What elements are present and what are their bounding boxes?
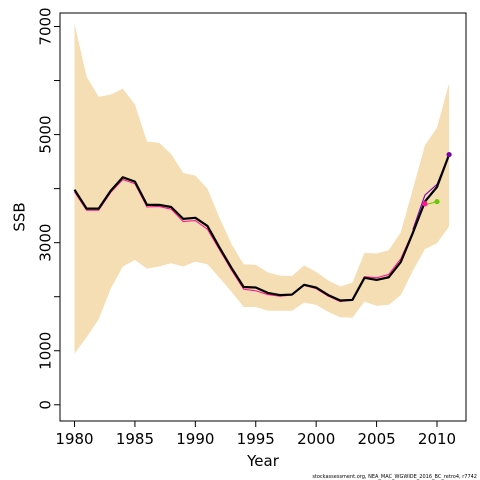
x-tick-label: 2005	[357, 430, 395, 448]
y-tick-label: 7000	[37, 7, 55, 45]
x-axis-title: Year	[246, 452, 280, 470]
y-tick-label: 0	[37, 400, 55, 410]
x-tick-label: 2010	[418, 430, 456, 448]
x-axis: 1980 1985 1990 1995 2000 2005 2010	[55, 421, 456, 448]
retro-1-line	[74, 178, 426, 303]
x-tick-label: 1995	[237, 430, 275, 448]
end-point-2010	[434, 198, 440, 205]
y-axis: 0 1000 3000 5000 7000	[37, 7, 60, 410]
plot-frame	[59, 12, 467, 422]
x-tick-label: 1985	[116, 430, 154, 448]
end-point-2009	[422, 201, 428, 207]
confidence-band-layer	[74, 23, 450, 354]
y-tick-label: 3000	[37, 224, 55, 262]
end-point-2011	[446, 151, 452, 158]
credit-note: stockassessment.org, NEA_MAC_WGWIDE_2016…	[312, 474, 477, 480]
y-tick-label: 5000	[37, 115, 55, 153]
y-tick-label: 1000	[37, 332, 55, 370]
x-tick-label: 1980	[55, 430, 93, 448]
confidence-band	[74, 23, 450, 354]
y-axis-title: SSB	[11, 202, 29, 231]
estimate-line	[73, 154, 451, 302]
x-tick-label: 2000	[297, 430, 335, 448]
end-point-layer	[422, 151, 452, 207]
x-tick-label: 1990	[176, 430, 214, 448]
